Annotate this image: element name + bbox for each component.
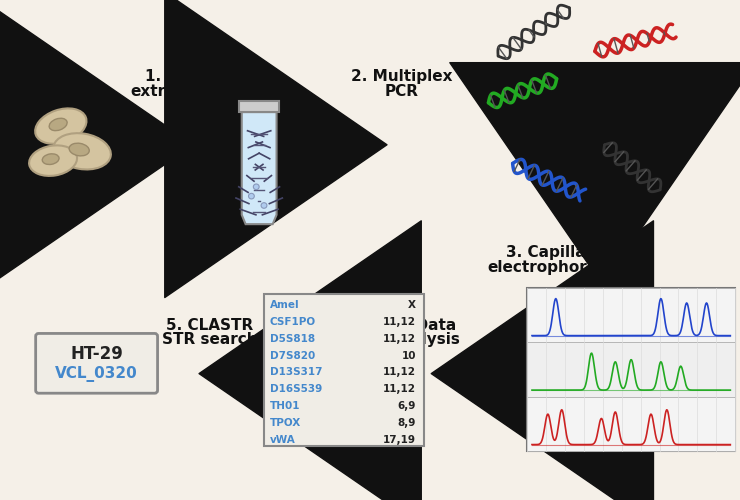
Text: 11,12: 11,12 [383,368,416,378]
Text: 11,12: 11,12 [383,334,416,344]
Text: CSF1PO: CSF1PO [270,317,316,327]
Text: D7S820: D7S820 [270,350,315,360]
Text: electrophoresis: electrophoresis [488,260,621,274]
Text: extraction: extraction [130,84,218,99]
Text: TH01: TH01 [270,401,300,411]
Bar [527,396,735,451]
Text: 6,9: 6,9 [397,401,416,411]
Ellipse shape [42,154,59,164]
Ellipse shape [36,108,87,144]
Text: 8,9: 8,9 [397,418,416,428]
Text: 5. CLASTR: 5. CLASTR [166,318,253,332]
Circle shape [261,202,267,208]
Circle shape [253,184,259,190]
FancyBboxPatch shape [36,334,158,393]
Text: 17,19: 17,19 [383,434,416,444]
Text: 3. Capillary: 3. Capillary [505,244,603,260]
Text: D13S317: D13S317 [270,368,323,378]
Text: 11,12: 11,12 [383,317,416,327]
Text: VCL_0320: VCL_0320 [56,366,138,382]
Bar [264,294,423,446]
Ellipse shape [29,146,77,176]
Ellipse shape [49,118,67,130]
Text: TPOX: TPOX [270,418,301,428]
Text: D16S539: D16S539 [270,384,322,394]
Text: 2. Multiplex: 2. Multiplex [351,69,452,84]
Text: 4. Data: 4. Data [394,318,457,332]
Text: STR search: STR search [162,332,258,347]
Text: 11,12: 11,12 [383,384,416,394]
Text: HT-29: HT-29 [70,344,123,362]
Text: 1. DNA: 1. DNA [145,69,204,84]
Text: vWA: vWA [270,434,295,444]
Text: D5S818: D5S818 [270,334,315,344]
Ellipse shape [53,133,111,170]
Ellipse shape [69,143,90,156]
Polygon shape [242,112,277,224]
Bar [527,288,735,342]
Text: PCR: PCR [384,84,418,99]
Bar [527,288,735,451]
Bar [527,342,735,396]
Text: 10: 10 [401,350,416,360]
Circle shape [249,194,255,199]
Text: Amel: Amel [270,300,300,310]
Bar [239,101,280,112]
Text: X: X [408,300,416,310]
Text: analysis: analysis [391,332,460,347]
